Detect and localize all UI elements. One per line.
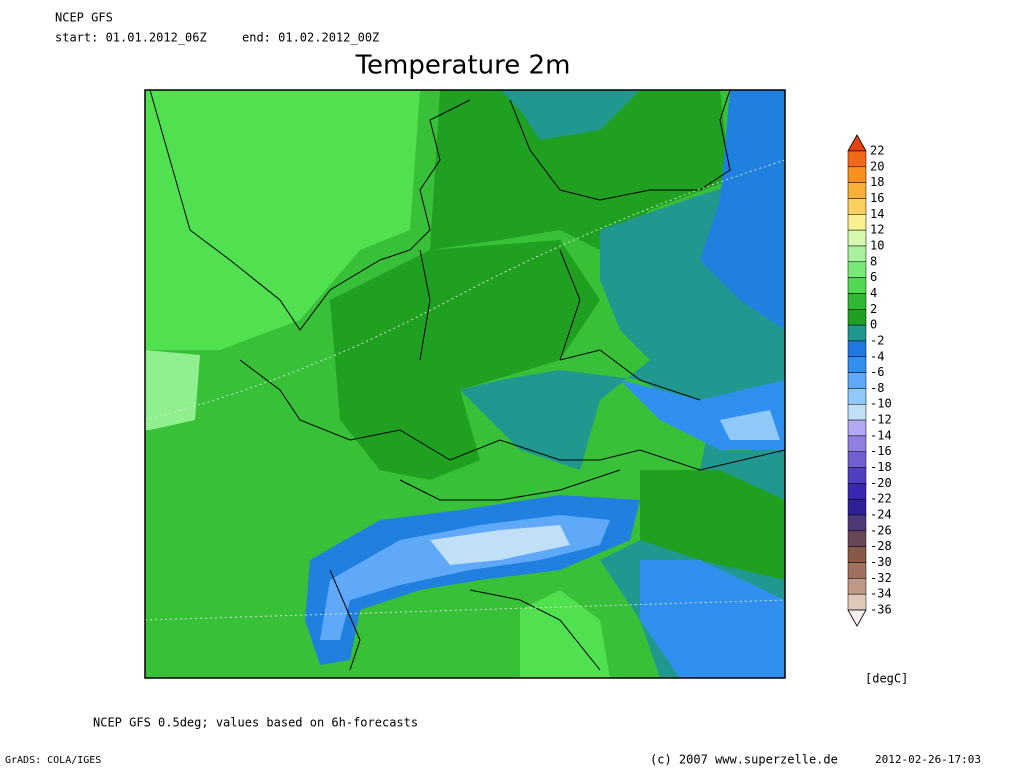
colorbar-box — [847, 546, 867, 563]
region-balkan — [640, 560, 785, 678]
region-warmer — [145, 350, 200, 430]
colorbar-box — [847, 182, 867, 199]
map — [144, 89, 786, 679]
unit-label: [degC] — [865, 672, 908, 686]
colorbar-box — [847, 388, 867, 405]
colorbar-box — [847, 593, 867, 611]
colorbar-box — [847, 340, 867, 358]
colorbar-box — [847, 150, 867, 168]
colorbar-label: -34 — [870, 587, 892, 601]
region-very-cold — [720, 410, 780, 440]
colorbar-label: -20 — [870, 476, 892, 490]
colorbar-box — [847, 198, 867, 215]
colorbar-box — [847, 229, 867, 247]
colorbar-box — [847, 356, 867, 373]
start-label: start: 01.01.2012_06Z — [55, 31, 207, 45]
colorbar-label: 18 — [870, 175, 884, 189]
colorbar-label: -32 — [870, 571, 892, 585]
region-italy — [520, 590, 610, 678]
region-warm — [145, 90, 420, 350]
colorbar-box — [847, 530, 867, 547]
colorbar-label: -10 — [870, 397, 892, 411]
software-label: GrADS: COLA/IGES — [5, 755, 101, 766]
timestamp: 2012-02-26-17:03 — [875, 753, 981, 766]
colorbar-label: -4 — [870, 349, 884, 363]
colorbar-label: -22 — [870, 492, 892, 506]
region-baltic — [500, 90, 640, 140]
map-frame — [144, 89, 786, 679]
colorbar-label: -28 — [870, 539, 892, 553]
colorbar-label: -16 — [870, 444, 892, 458]
colorbar-label: -14 — [870, 428, 892, 442]
colorbar-box — [847, 261, 867, 278]
colorbar: 2220181614121086420-2-4-6-8-10-12-14-16-… — [847, 134, 892, 627]
colorbar-box — [847, 578, 867, 595]
colorbar-label: 6 — [870, 270, 877, 284]
colorbar-box — [847, 435, 867, 452]
colorbar-label: 16 — [870, 191, 884, 205]
colorbar-box — [847, 166, 867, 183]
border — [239, 249, 785, 671]
colorbar-box — [847, 419, 867, 437]
colorbar-label: -26 — [870, 523, 892, 537]
colorbar-arrow — [847, 134, 867, 152]
colorbar-label: 22 — [870, 144, 884, 158]
colorbar-label: -8 — [870, 381, 884, 395]
region-alps-peaks — [430, 525, 570, 565]
colorbar-box — [847, 451, 867, 468]
region-north — [430, 90, 730, 250]
colorbar-label: 20 — [870, 159, 884, 173]
colorbar-label: 8 — [870, 254, 877, 268]
colorbar-box — [847, 498, 867, 516]
colorbar-arrow — [847, 609, 867, 627]
graticule — [145, 159, 785, 621]
colorbar-box — [847, 467, 867, 484]
colorbar-label: -2 — [870, 333, 884, 347]
colorbar-box — [847, 277, 867, 294]
colorbar-box — [847, 403, 867, 421]
colorbar-box — [847, 372, 867, 389]
colorbar-box — [847, 562, 867, 579]
region-center — [330, 240, 600, 480]
colorbar-box — [847, 214, 867, 231]
colorbar-label: -30 — [870, 555, 892, 569]
colorbar-box — [847, 514, 867, 532]
region-cold-ne — [700, 90, 785, 330]
colorbar-label: 2 — [870, 302, 877, 316]
colorbar-label: -24 — [870, 508, 892, 522]
coastline — [149, 90, 731, 331]
colorbar-label: -6 — [870, 365, 884, 379]
model-label: NCEP GFS — [55, 11, 113, 25]
colorbar-label: 12 — [870, 223, 884, 237]
colorbar-box — [847, 483, 867, 500]
colorbar-label: 0 — [870, 318, 877, 332]
colorbar-label: -12 — [870, 413, 892, 427]
colorbar-label: 14 — [870, 207, 884, 221]
copyright: (c) 2007 www.superzelle.de — [650, 753, 838, 767]
colorbar-box — [847, 245, 867, 263]
footer-note: NCEP GFS 0.5deg; values based on 6h-fore… — [93, 716, 418, 730]
colorbar-label: 10 — [870, 238, 884, 252]
colorbar-box — [847, 309, 867, 326]
colorbar-label: -18 — [870, 460, 892, 474]
colorbar-box — [847, 293, 867, 310]
colorbar-label: 4 — [870, 286, 877, 300]
title: Temperature 2m — [355, 51, 571, 81]
colorbar-label: -36 — [870, 603, 892, 617]
region-hungary — [640, 470, 785, 580]
colorbar-box — [847, 324, 867, 342]
end-label: end: 01.02.2012_00Z — [242, 31, 379, 45]
